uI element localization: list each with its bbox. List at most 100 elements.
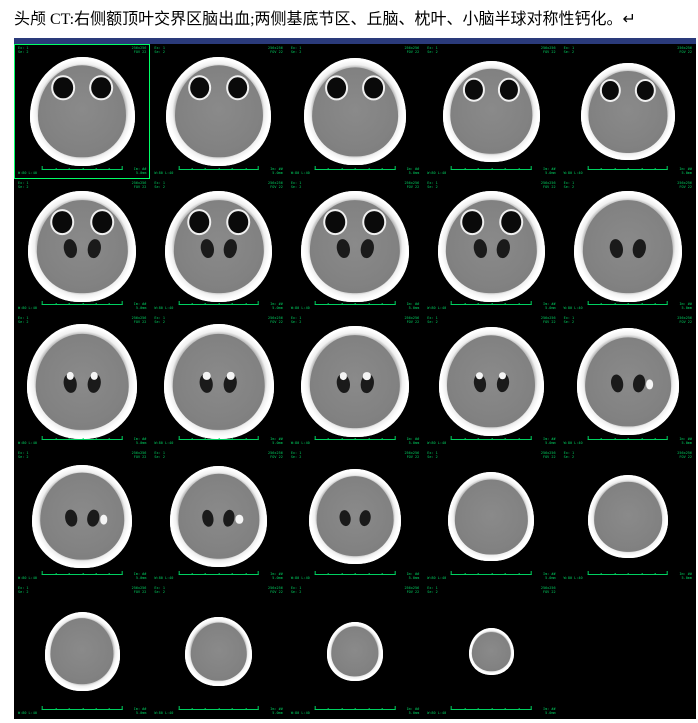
orbits xyxy=(463,78,520,102)
ct-slice-thumbnail[interactable]: Ex: 1 Se: 2256x256 FOV 22W:80 L:40Im: ##… xyxy=(150,584,286,719)
ct-slice-thumbnail[interactable]: Ex: 1 Se: 2256x256 FOV 22W:80 L:40Im: ##… xyxy=(560,179,696,314)
ventricle-left xyxy=(64,509,79,528)
skull-outline xyxy=(45,612,120,690)
ct-slice-thumbnail[interactable]: Ex: 1 Se: 2256x256 FOV 22W:80 L:40Im: ##… xyxy=(423,449,559,584)
dicom-overlay-bl: W:80 L:40 xyxy=(564,577,583,581)
brain-tissue xyxy=(585,337,671,426)
ct-slice-thumbnail[interactable]: Ex: 1 Se: 2256x256 FOV 22W:80 L:40Im: ##… xyxy=(423,179,559,314)
dicom-overlay-br: Im: ## 5.0mm xyxy=(270,708,283,716)
orbits xyxy=(325,76,385,101)
scale-ruler xyxy=(315,304,396,305)
ct-slice-thumbnail[interactable]: Ex: 1 Se: 2256x256 FOV 22W:80 L:40Im: ##… xyxy=(14,314,150,449)
ct-slice-thumbnail[interactable]: Ex: 1 Se: 2256x256 FOV 22W:80 L:40Im: ##… xyxy=(150,44,286,179)
brain-tissue xyxy=(331,627,378,676)
ct-slice-thumbnail[interactable]: Ex: 1 Se: 2256x256 FOV 22W:80 L:40Im: ##… xyxy=(150,179,286,314)
ct-slice-thumbnail[interactable]: Ex: 1 Se: 2256x256 FOV 22W:80 L:40Im: ##… xyxy=(287,449,423,584)
calcification-right xyxy=(499,372,506,379)
dicom-overlay-bl: W:80 L:40 xyxy=(291,307,310,311)
ventricle-right xyxy=(86,509,101,528)
skull-outline xyxy=(588,475,669,559)
calcification-left xyxy=(66,372,73,380)
ct-viewer-panel: Ex: 1 Se: 2 256x256 FOV 22 W:80 L:40 Im: ##… xyxy=(14,38,696,719)
dicom-overlay-bl: W:80 L:40 xyxy=(564,442,583,446)
ct-slice-thumbnail[interactable]: Ex: 1 Se: 2256x256 FOV 22W:80 L:40Im: ##… xyxy=(423,314,559,449)
scale-ruler xyxy=(451,169,532,170)
dicom-overlay-tl: Ex: 1 Se: 2 xyxy=(154,182,165,190)
ct-slice-thumbnail[interactable]: Ex: 1 Se: 2256x256 FOV 22W:80 L:40Im: ##… xyxy=(560,44,696,179)
dicom-overlay-br: Im: ## 5.0mm xyxy=(679,168,692,176)
ct-slice-image: Ex: 1 Se: 2256x256 FOV 22W:80 L:40Im: ##… xyxy=(151,585,285,718)
ct-slice-thumbnail[interactable]: Ex: 1 Se: 2256x256 FOV 22W:80 L:40Im: ##… xyxy=(560,314,696,449)
skull-outline xyxy=(28,191,136,303)
brain-tissue xyxy=(40,473,124,560)
ct-slice-thumbnail[interactable]: Ex: 1 Se: 2256x256 FOV 22W:80 L:40Im: ##… xyxy=(287,44,423,179)
dicom-overlay-bl: W:80 L:40 xyxy=(427,307,446,311)
skull-outline xyxy=(448,472,534,561)
dicom-overlay-tr: 256x256 FOV 22 xyxy=(268,47,283,55)
brain-tissue xyxy=(175,66,263,157)
skull-outline xyxy=(304,58,406,164)
ct-slice-thumbnail[interactable]: Ex: 1 Se: 2256x256 FOV 22W:80 L:40Im: ##… xyxy=(14,179,150,314)
dicom-overlay-tr: 256x256 FOV 22 xyxy=(132,182,147,190)
ct-slice-thumbnail[interactable]: Ex: 1 Se: 2256x256 FOV 22W:80 L:40Im: ##… xyxy=(423,44,559,179)
dicom-overlay-tr: 256x256 FOV 22 xyxy=(132,47,147,55)
dicom-overlay-br: Im: ## 5.0mm xyxy=(543,573,556,581)
ct-slice-image: Ex: 1 Se: 2256x256 FOV 22W:80 L:40Im: ##… xyxy=(15,180,149,313)
dicom-overlay-bl: W:80 L:40 xyxy=(18,172,37,176)
dicom-overlay-tr: 256x256 FOV 22 xyxy=(404,587,419,595)
scale-ruler xyxy=(315,709,396,710)
ventricle-right xyxy=(222,238,238,259)
dicom-overlay-br: Im: ## 5.0mm xyxy=(407,438,420,446)
dicom-overlay-tl: Ex: 1 Se: 2 xyxy=(154,587,165,595)
brain-tissue xyxy=(472,632,510,672)
dicom-overlay-tr: 256x256 FOV 22 xyxy=(677,47,692,55)
orbits xyxy=(187,209,250,235)
dicom-overlay-bl: W:80 L:40 xyxy=(427,172,446,176)
ct-slice-image: Ex: 1 Se: 2256x256 FOV 22W:80 L:40Im: ##… xyxy=(151,315,285,448)
dicom-overlay-bl: W:80 L:40 xyxy=(154,577,173,581)
dicom-overlay-br: Im: ## 5.0mm xyxy=(543,168,556,176)
ventricle-left xyxy=(472,238,488,259)
ventricle-left xyxy=(338,509,351,527)
dicom-overlay-br: Im: ## 5.0mm xyxy=(407,573,420,581)
ct-slice-thumbnail[interactable]: Ex: 1 Se: 2256x256 FOV 22W:80 L:40Im: ##… xyxy=(14,44,150,179)
dicom-overlay-bl: W:80 L:40 xyxy=(291,172,310,176)
ct-thumbnail-grid: Ex: 1 Se: 2 256x256 FOV 22 W:80 L:40 Im: ##… xyxy=(14,44,696,719)
ct-slice-image: Ex: 1 Se: 2256x256 FOV 22W:80 L:40Im: ##… xyxy=(151,450,285,583)
ct-slice-thumbnail[interactable]: Ex: 1 Se: 2256x256 FOV 22W:80 L:40Im: ##… xyxy=(560,449,696,584)
ct-slice-thumbnail[interactable]: Ex: 1 Se: 2256x256 FOV 22W:80 L:40Im: ##… xyxy=(287,314,423,449)
ct-slice-thumbnail[interactable]: Ex: 1 Se: 2256x256 FOV 22W:80 L:40Im: ##… xyxy=(287,584,423,719)
ct-slice-thumbnail[interactable]: Ex: 1 Se: 2256x256 FOV 22W:80 L:40Im: ##… xyxy=(150,449,286,584)
dicom-overlay-tl: Ex: 1 Se: 2 xyxy=(18,182,29,190)
skull-outline xyxy=(170,466,267,567)
dicom-overlay-tl: Ex: 1 Se: 2 xyxy=(291,182,302,190)
dicom-overlay-bl: W:80 L:40 xyxy=(154,442,173,446)
dicom-overlay-bl: W:80 L:40 xyxy=(154,307,173,311)
skull-outline xyxy=(469,628,515,675)
dicom-overlay-tr: 256x256 FOV 22 xyxy=(132,452,147,460)
skull-outline xyxy=(439,327,544,436)
brain-tissue xyxy=(51,619,114,685)
dicom-overlay-tl: Ex: 1 Se: 2 xyxy=(154,452,165,460)
brain-tissue xyxy=(38,66,126,157)
ct-slice-image: Ex: 1 Se: 2256x256 FOV 22W:80 L:40Im: ##… xyxy=(424,450,558,583)
ct-slice-thumbnail[interactable]: Ex: 1 Se: 2256x256 FOV 22W:80 L:40Im: ##… xyxy=(423,584,559,719)
hemorrhage xyxy=(100,515,108,525)
dicom-overlay-bl: W:80 L:40 xyxy=(564,307,583,311)
ct-slice-thumbnail[interactable]: Ex: 1 Se: 2256x256 FOV 22W:80 L:40Im: ##… xyxy=(150,314,286,449)
dicom-overlay-tr: 256x256 FOV 22 xyxy=(541,317,556,325)
ct-slice-thumbnail[interactable]: Ex: 1 Se: 2256x256 FOV 22W:80 L:40Im: ##… xyxy=(14,584,150,719)
dicom-overlay-bl: W:80 L:40 xyxy=(154,172,173,176)
dicom-overlay-tl: Ex: 1 Se: 2 xyxy=(291,452,302,460)
dicom-overlay-tl: Ex: 1 Se: 2 xyxy=(18,47,29,55)
calcification-left xyxy=(203,372,210,380)
ct-slice-thumbnail[interactable]: Ex: 1 Se: 2256x256 FOV 22W:80 L:40Im: ##… xyxy=(287,179,423,314)
dicom-overlay-bl: W:80 L:40 xyxy=(18,307,37,311)
ct-slice-image: Ex: 1 Se: 2256x256 FOV 22W:80 L:40Im: ##… xyxy=(151,45,285,178)
scale-ruler xyxy=(451,439,532,440)
skull-outline xyxy=(185,617,252,687)
ventricle-right xyxy=(495,238,511,259)
ct-slice-thumbnail[interactable]: Ex: 1 Se: 2256x256 FOV 22W:80 L:40Im: ##… xyxy=(14,449,150,584)
skull-outline xyxy=(301,326,409,438)
skull-outline xyxy=(577,328,679,434)
